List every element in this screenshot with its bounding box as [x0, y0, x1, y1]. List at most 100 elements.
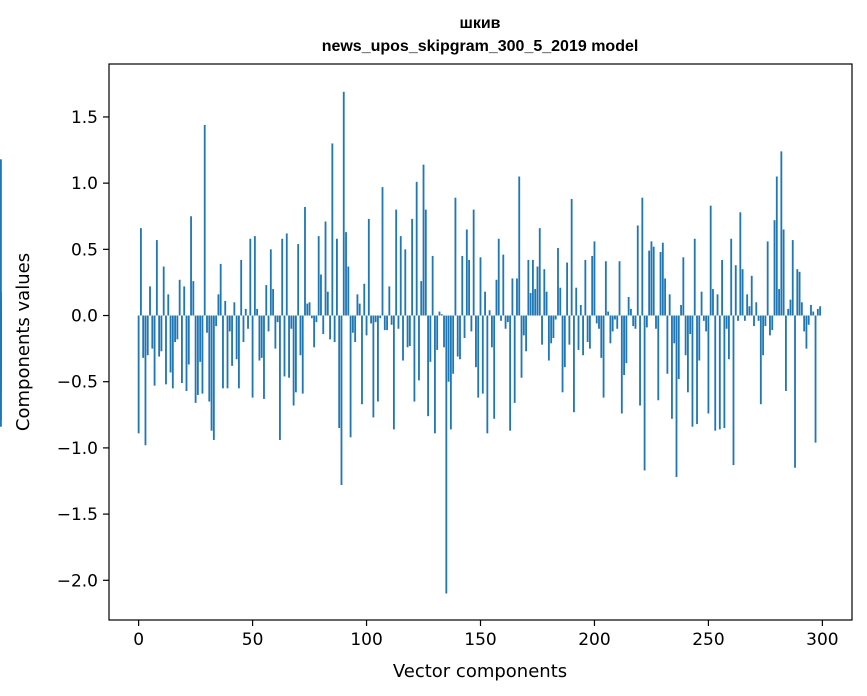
bar-101	[367, 218, 370, 316]
bar-204	[602, 315, 605, 398]
bar-166	[516, 278, 518, 316]
bar-227	[655, 315, 657, 329]
bar-262	[734, 265, 737, 316]
bar-99	[363, 283, 366, 316]
bar-183	[554, 315, 557, 320]
bar-149	[477, 315, 480, 398]
bar-260	[730, 238, 733, 316]
bar-162	[506, 315, 509, 323]
bar-110	[388, 286, 391, 316]
bar-182	[552, 315, 555, 339]
bar-21	[185, 315, 188, 391]
bar-122	[415, 181, 418, 316]
bar-241	[686, 315, 689, 393]
bar-191	[573, 315, 575, 413]
bar-143	[463, 315, 466, 339]
y-axis-ticks: −2.0 −1.5 −1.0 −0.5 0.0 0.5 1.0 1.5	[57, 108, 109, 591]
bar-41	[231, 315, 233, 366]
x-tick-label: 0	[133, 630, 144, 650]
bar-125	[422, 164, 425, 316]
bar-118	[406, 315, 409, 348]
bar-273	[759, 315, 762, 405]
bar-133	[440, 314, 443, 316]
bar-30	[206, 315, 208, 333]
bar-283	[782, 229, 785, 316]
bar-93	[349, 315, 352, 438]
bar-81	[322, 315, 325, 335]
bar-220	[639, 315, 641, 406]
bar-148	[475, 315, 477, 368]
bar-284	[784, 315, 787, 391]
x-tick-label: 200	[578, 630, 610, 650]
bar-256	[721, 259, 723, 316]
bar-194	[579, 304, 582, 316]
bar-259	[728, 315, 730, 360]
bar-32	[210, 315, 213, 431]
bar-156	[493, 315, 496, 419]
bar-147	[472, 209, 475, 316]
bar-43	[235, 315, 238, 360]
bar-175	[536, 266, 539, 316]
bar-251	[709, 205, 712, 316]
bar-111	[390, 315, 393, 325]
bar-168	[520, 315, 523, 378]
bar-114	[397, 315, 400, 329]
bar-160	[502, 254, 505, 316]
bar-267	[746, 294, 749, 316]
bar-124	[420, 281, 423, 316]
bar-2	[142, 315, 145, 358]
bar-186	[561, 315, 564, 393]
bar-197	[586, 315, 589, 342]
bar-62	[279, 315, 281, 440]
bar-150	[479, 257, 482, 316]
bar-297	[814, 315, 817, 443]
y-tick-label: −0.5	[57, 373, 98, 393]
bar-128	[429, 315, 432, 362]
bar-72	[301, 315, 304, 394]
bar-10	[160, 315, 163, 352]
bar-235	[673, 315, 676, 344]
bar-179	[545, 291, 548, 316]
bar-212	[620, 315, 623, 414]
bar-82	[324, 221, 327, 316]
bar-261	[732, 315, 735, 466]
y-tick-label: −2.0	[57, 571, 98, 591]
bar-117	[404, 249, 407, 316]
bar-68	[292, 315, 295, 406]
bar-75	[308, 302, 311, 316]
bar-55	[263, 315, 265, 399]
bar-255	[718, 315, 721, 430]
bar-91	[345, 232, 347, 316]
bar-135	[445, 315, 448, 594]
bar-184	[557, 248, 559, 316]
bar-228	[657, 315, 660, 401]
bar-217	[632, 315, 635, 327]
bar-180	[547, 315, 550, 361]
bar-219	[636, 225, 639, 316]
bar-12	[165, 315, 167, 385]
bar-46	[242, 315, 245, 342]
bar-249	[705, 315, 708, 332]
bar-154	[488, 310, 491, 316]
bar-85	[331, 143, 334, 316]
bar-78	[315, 315, 318, 323]
bar-136	[447, 315, 450, 382]
bar-59	[272, 289, 275, 316]
bar-126	[424, 209, 427, 316]
bar-275	[764, 315, 767, 327]
bar-232	[666, 315, 669, 374]
bar-285	[787, 308, 790, 316]
bar-258	[725, 315, 728, 329]
bar-265	[741, 269, 744, 316]
bar-234	[671, 315, 673, 419]
y-tick-label: 0.5	[71, 240, 98, 260]
bar-269	[750, 275, 753, 316]
bar-176	[538, 228, 541, 316]
bar-71	[299, 315, 302, 356]
bar-108	[383, 315, 386, 331]
bar-205	[604, 261, 607, 316]
bar-61	[276, 315, 279, 323]
bar-17	[176, 315, 179, 340]
bar-252	[712, 289, 714, 316]
bar-271	[755, 302, 758, 316]
